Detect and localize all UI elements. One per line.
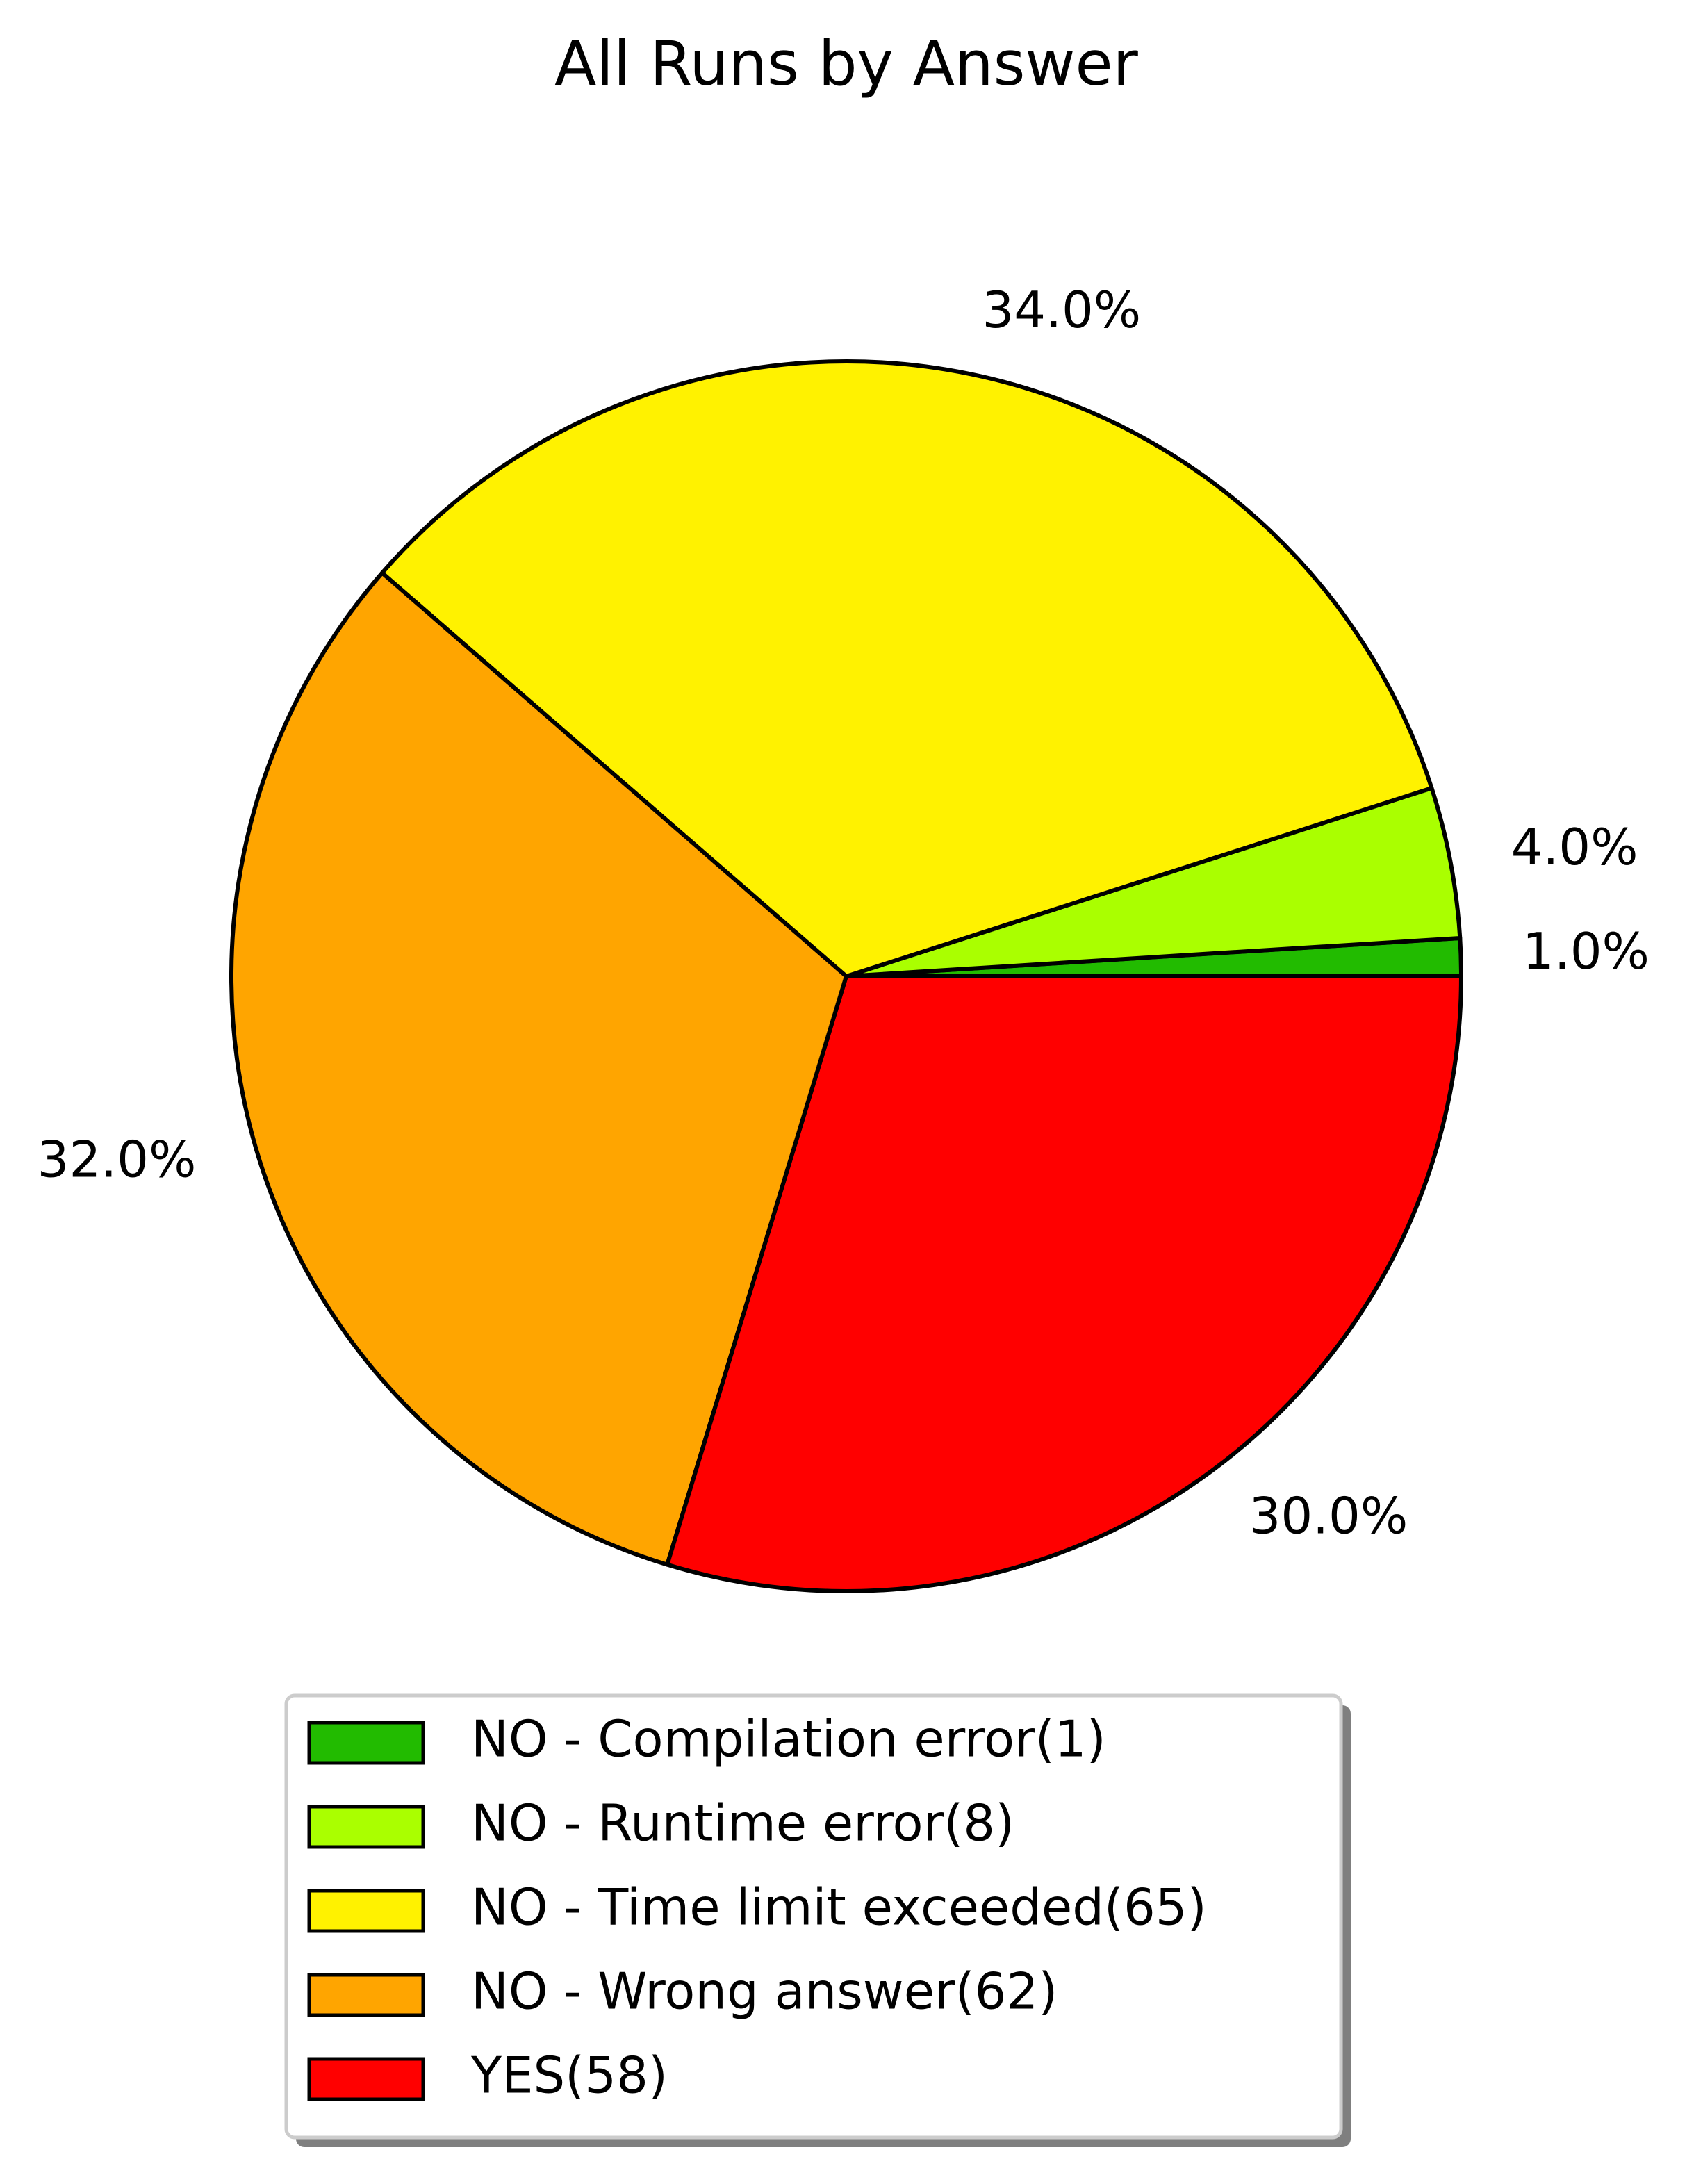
legend-swatch xyxy=(307,1721,425,1765)
slice-percent-label: 32.0% xyxy=(38,1130,197,1188)
legend-label: NO - Wrong answer(62) xyxy=(471,1962,1058,2021)
pie-slice xyxy=(379,359,1434,978)
legend: NO - Compilation error(1) NO - Runtime er… xyxy=(284,1693,1351,2147)
slice-percent-label: 4.0% xyxy=(1511,818,1638,876)
legend-swatch xyxy=(307,2057,425,2101)
pie-slice xyxy=(229,570,848,1567)
legend-swatch xyxy=(307,1973,425,2017)
legend-swatch xyxy=(307,1889,425,1933)
legend-label: NO - Time limit exceeded(65) xyxy=(471,1878,1207,1937)
chart-title: All Runs by Answer xyxy=(554,28,1138,99)
legend-box xyxy=(284,1693,1343,2140)
legend-label: NO - Runtime error(8) xyxy=(471,1794,1014,1853)
percent-labels: 1.0% 4.0% 34.0% 32.0% 30.0% xyxy=(38,281,1649,1545)
legend-swatch xyxy=(307,1805,425,1849)
slice-percent-label: 1.0% xyxy=(1522,922,1649,980)
pie-slice xyxy=(844,786,1463,978)
legend-label: NO - Compilation error(1) xyxy=(471,1710,1106,1768)
pie-slices xyxy=(229,359,1464,1593)
slice-percent-label: 30.0% xyxy=(1249,1487,1408,1545)
slice-percent-label: 34.0% xyxy=(982,281,1141,339)
legend-label: YES(58) xyxy=(470,2046,668,2105)
pie-slice xyxy=(665,974,1463,1593)
